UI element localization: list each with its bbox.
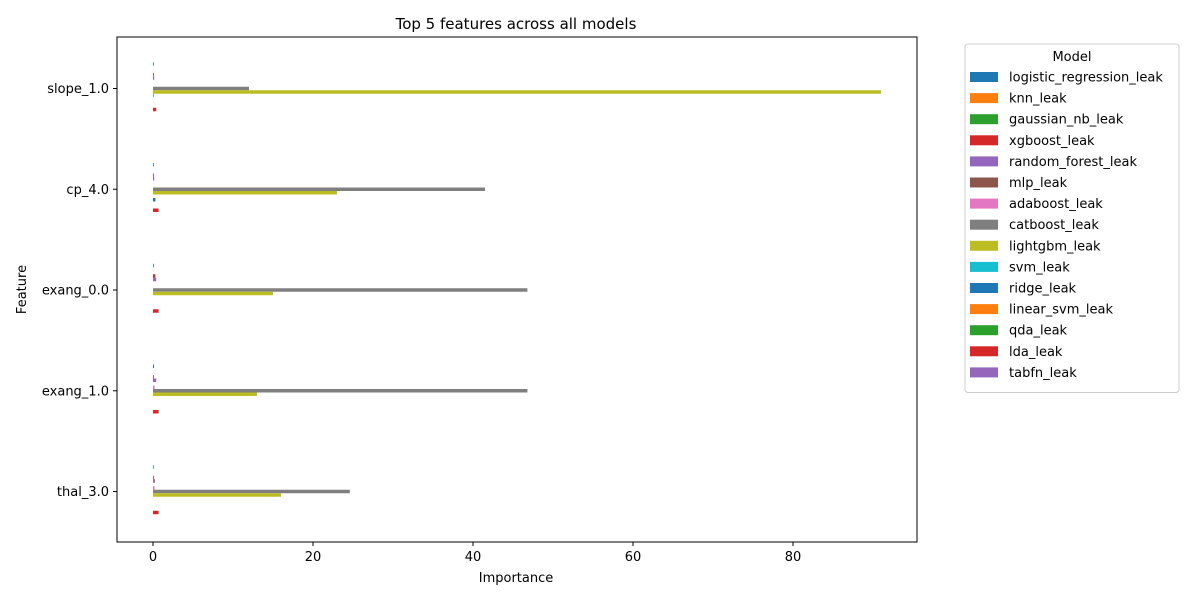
x-axis-label: Importance <box>479 571 554 586</box>
legend-label-tabfn_leak: tabfn_leak <box>1009 366 1077 381</box>
legend-label-adaboost_leak: adaboost_leak <box>1009 197 1103 212</box>
legend-label-lightgbm_leak: lightgbm_leak <box>1009 239 1101 254</box>
legend-swatch-random_forest_leak <box>970 156 998 167</box>
bar-xgboost_leak-slope_1.0 <box>153 72 154 77</box>
bar-xgboost_leak-cp_4.0 <box>153 173 154 177</box>
bar-lightgbm_leak-exang_0.0 <box>153 291 273 296</box>
bar-random_forest_leak-exang_1.0 <box>153 378 157 382</box>
bar-ridge_leak-cp_4.0 <box>153 198 156 202</box>
bar-xgboost_leak-exang_1.0 <box>153 375 154 379</box>
bar-xgboost_leak-thal_3.0 <box>153 475 154 480</box>
bar-svm_leak-slope_1.0 <box>153 93 154 98</box>
chart-title: Top 5 features across all models <box>395 15 637 33</box>
legend-label-logistic_regression_leak: logistic_regression_leak <box>1009 71 1163 86</box>
bar-logistic_regression_leak-exang_1.0 <box>153 364 154 368</box>
bar-xgboost_leak-exang_0.0 <box>153 274 156 278</box>
bar-lightgbm_leak-exang_1.0 <box>153 392 257 396</box>
legend-swatch-adaboost_leak <box>970 198 998 209</box>
bar-logistic_regression_leak-slope_1.0 <box>153 62 154 66</box>
legend-swatch-knn_leak <box>970 93 998 104</box>
bar-lightgbm_leak-thal_3.0 <box>153 493 281 497</box>
legend-swatch-catboost_leak <box>970 219 998 230</box>
bar-catboost_leak-slope_1.0 <box>153 86 249 91</box>
legend-title: Model <box>1052 50 1091 65</box>
legend-label-catboost_leak: catboost_leak <box>1009 218 1099 233</box>
legend-label-linear_svm_leak: linear_svm_leak <box>1009 303 1113 318</box>
legend-swatch-mlp_leak <box>970 177 998 188</box>
y-tick-label: exang_0.0 <box>42 284 109 299</box>
legend-label-lda_leak: lda_leak <box>1009 345 1063 360</box>
y-tick-label: slope_1.0 <box>47 82 109 97</box>
legend: Model logistic_regression_leak knn_leakgau… <box>964 43 1180 393</box>
x-tick-label: 40 <box>465 550 482 565</box>
y-tick-label: exang_1.0 <box>42 384 109 399</box>
legend-label-svm_leak: svm_leak <box>1009 260 1070 275</box>
y-tick-label: cp_4.0 <box>66 183 109 198</box>
bar-random_forest_leak-slope_1.0 <box>153 76 155 80</box>
bar-random_forest_leak-exang_0.0 <box>153 277 157 282</box>
bar-logistic_regression_leak-thal_3.0 <box>153 465 154 469</box>
legend-label-qda_leak: qda_leak <box>1009 324 1068 339</box>
bar-adaboost_leak-thal_3.0 <box>153 486 155 490</box>
bar-catboost_leak-thal_3.0 <box>153 489 350 494</box>
y-axis-label: Feature <box>15 265 30 314</box>
legend-label-knn_leak: knn_leak <box>1009 92 1067 107</box>
bar-lda_leak-exang_1.0 <box>153 410 159 414</box>
legend-label-ridge_leak: ridge_leak <box>1009 282 1077 297</box>
legend-label-gaussian_nb_leak: gaussian_nb_leak <box>1009 113 1124 128</box>
legend-swatch-svm_leak <box>970 261 998 272</box>
x-tick-label: 0 <box>149 550 157 565</box>
y-tick-label: thal_3.0 <box>57 485 109 500</box>
x-tick-label: 20 <box>305 550 322 565</box>
legend-swatch-gaussian_nb_leak <box>970 114 998 125</box>
legend-frame <box>964 43 1180 393</box>
legend-swatch-xgboost_leak <box>970 135 998 146</box>
bar-lda_leak-slope_1.0 <box>153 107 157 112</box>
legend-label-mlp_leak: mlp_leak <box>1009 176 1068 191</box>
plot-area: slope_1.0 cp_4.0 exang_0.0 exang_1.0 thal_3.… <box>42 62 881 565</box>
legend-swatch-logistic_regression_leak <box>970 72 998 82</box>
plot-frame <box>116 36 918 543</box>
legend-swatch-tabfn_leak <box>970 367 998 378</box>
bar-random_forest_leak-thal_3.0 <box>153 479 155 483</box>
bar-random_forest_leak-cp_4.0 <box>153 177 155 181</box>
legend-label-xgboost_leak: xgboost_leak <box>1009 134 1095 149</box>
legend-swatch-qda_leak <box>970 325 998 336</box>
legend-swatch-linear_svm_leak <box>970 304 998 315</box>
legend-swatch-lightgbm_leak <box>970 240 998 251</box>
bar-catboost_leak-exang_1.0 <box>153 389 528 393</box>
legend-swatch-ridge_leak <box>970 283 998 293</box>
bar-lightgbm_leak-slope_1.0 <box>153 90 881 94</box>
bar-lda_leak-exang_0.0 <box>153 309 159 313</box>
bar-logistic_regression_leak-exang_0.0 <box>153 263 154 268</box>
bar-lightgbm_leak-cp_4.0 <box>153 191 337 195</box>
x-tick-label: 60 <box>625 550 642 565</box>
bar-lda_leak-thal_3.0 <box>153 510 159 515</box>
bar-adaboost_leak-exang_1.0 <box>153 385 155 389</box>
bar-catboost_leak-cp_4.0 <box>153 187 485 191</box>
legend-label-random_forest_leak: random_forest_leak <box>1009 155 1137 170</box>
bar-catboost_leak-exang_0.0 <box>153 288 528 292</box>
bar-lda_leak-cp_4.0 <box>153 208 159 212</box>
x-tick-label: 80 <box>785 550 802 565</box>
bar-logistic_regression_leak-cp_4.0 <box>153 163 154 167</box>
legend-swatch-lda_leak <box>970 346 998 357</box>
